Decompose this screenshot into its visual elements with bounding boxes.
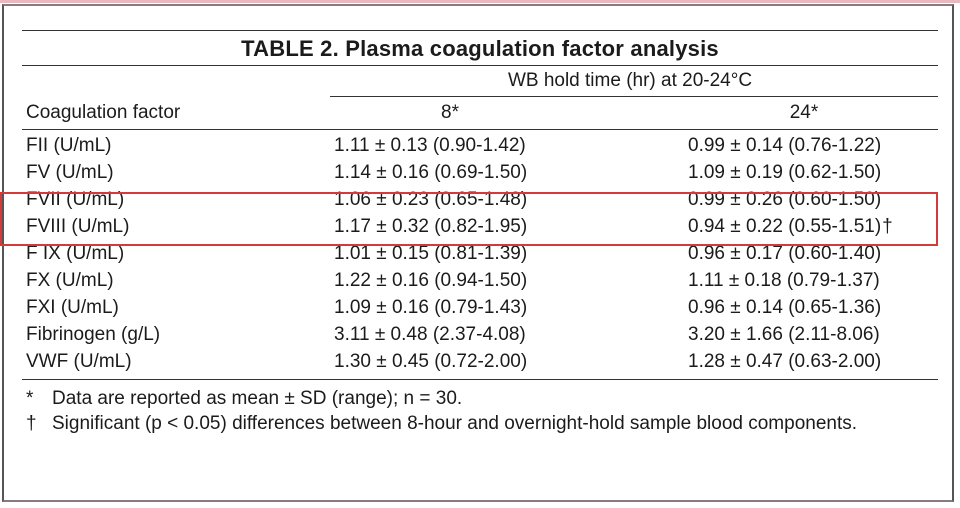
table-row: FX (U/mL) 1.22 ± 0.16 (0.94-1.50) 1.11 ±… xyxy=(22,267,938,294)
table-bottom-rule xyxy=(22,379,938,380)
footnote-symbol: † xyxy=(26,413,37,434)
coagulation-table: TABLE 2. Plasma coagulation factor analy… xyxy=(0,30,938,436)
footnote: † Significant (p < 0.05) differences bet… xyxy=(22,411,932,436)
column-header-8h: 8* xyxy=(441,102,459,123)
value-24h: 0.99 ± 0.26 (0.60-1.50) xyxy=(688,189,882,210)
factor-name: FVIII (U/mL) xyxy=(26,216,130,237)
table-row: FXI (U/mL) 1.09 ± 0.16 (0.79-1.43) 0.96 … xyxy=(22,294,938,321)
factor-name: VWF (U/mL) xyxy=(26,351,132,372)
value-8h: 3.11 ± 0.48 (2.37-4.08) xyxy=(334,324,526,345)
spanning-header-label: WB hold time (hr) at 20-24°C xyxy=(507,70,753,91)
top-accent-line xyxy=(0,0,960,3)
value-24h: 1.09 ± 0.19 (0.62-1.50) xyxy=(688,162,882,183)
table-body: FII (U/mL) 1.11 ± 0.13 (0.90-1.42) 0.99 … xyxy=(22,130,938,380)
value-24h: 0.99 ± 0.14 (0.76-1.22) xyxy=(688,135,882,156)
footnote: * Data are reported as mean ± SD (range)… xyxy=(22,386,932,411)
title-top-rule xyxy=(22,30,938,31)
spanning-header-rule xyxy=(330,96,938,97)
value-24h: 1.11 ± 0.18 (0.79-1.37) xyxy=(688,270,880,291)
value-24h: 0.94 ± 0.22 (0.55-1.51)† xyxy=(688,216,893,237)
footnote-text: Significant (p < 0.05) differences betwe… xyxy=(52,413,858,434)
table-row: FII (U/mL) 1.11 ± 0.13 (0.90-1.42) 0.99 … xyxy=(22,132,938,159)
value-8h: 1.22 ± 0.16 (0.94-1.50) xyxy=(334,270,528,291)
factor-name: FXI (U/mL) xyxy=(26,297,119,318)
factor-name: F IX (U/mL) xyxy=(26,243,125,264)
value-8h: 1.30 ± 0.45 (0.72-2.00) xyxy=(334,351,528,372)
table-row: FV (U/mL) 1.14 ± 0.16 (0.69-1.50) 1.09 ±… xyxy=(22,159,938,186)
factor-name: FII (U/mL) xyxy=(26,135,112,156)
table-row: F IX (U/mL) 1.01 ± 0.15 (0.81-1.39) 0.96… xyxy=(22,240,938,267)
value-8h: 1.09 ± 0.16 (0.79-1.43) xyxy=(334,297,528,318)
table-row: Fibrinogen (g/L) 3.11 ± 0.48 (2.37-4.08)… xyxy=(22,321,938,348)
factor-name: Fibrinogen (g/L) xyxy=(26,324,161,345)
column-header-24h: 24* xyxy=(789,102,819,123)
factor-name: FV (U/mL) xyxy=(26,162,114,183)
column-headers: Coagulation factor 8* 24* xyxy=(22,97,938,129)
header-bottom-rule xyxy=(22,129,938,130)
value-24h: 3.20 ± 1.66 (2.11-8.06) xyxy=(688,324,880,345)
spanning-header: WB hold time (hr) at 20-24°C xyxy=(22,66,938,96)
value-8h: 1.17 ± 0.32 (0.82-1.95) xyxy=(334,216,528,237)
column-header-factor: Coagulation factor xyxy=(26,102,181,123)
value-24h: 0.96 ± 0.14 (0.65-1.36) xyxy=(688,297,882,318)
significance-mark: † xyxy=(882,216,893,237)
factor-name: FVII (U/mL) xyxy=(26,189,125,210)
table-row: FVII (U/mL) 1.06 ± 0.23 (0.65-1.48) 0.99… xyxy=(22,186,938,213)
value-24h: 1.28 ± 0.47 (0.63-2.00) xyxy=(688,351,882,372)
value-24h: 0.96 ± 0.17 (0.60-1.40) xyxy=(688,243,882,264)
footnote-symbol: * xyxy=(26,388,34,409)
value-8h: 1.11 ± 0.13 (0.90-1.42) xyxy=(334,135,526,156)
value-8h: 1.01 ± 0.15 (0.81-1.39) xyxy=(334,243,528,264)
table-row: VWF (U/mL) 1.30 ± 0.45 (0.72-2.00) 1.28 … xyxy=(22,348,938,375)
value-8h: 1.06 ± 0.23 (0.65-1.48) xyxy=(334,189,528,210)
table-title: TABLE 2. Plasma coagulation factor analy… xyxy=(241,36,719,61)
table-row: FVIII (U/mL) 1.17 ± 0.32 (0.82-1.95) 0.9… xyxy=(22,213,938,240)
value-8h: 1.14 ± 0.16 (0.69-1.50) xyxy=(334,162,528,183)
page-frame xyxy=(2,4,954,502)
table-footnotes: * Data are reported as mean ± SD (range)… xyxy=(22,386,938,436)
footnote-text: Data are reported as mean ± SD (range); … xyxy=(52,388,463,409)
factor-name: FX (U/mL) xyxy=(26,270,114,291)
title-bottom-rule xyxy=(22,65,938,66)
